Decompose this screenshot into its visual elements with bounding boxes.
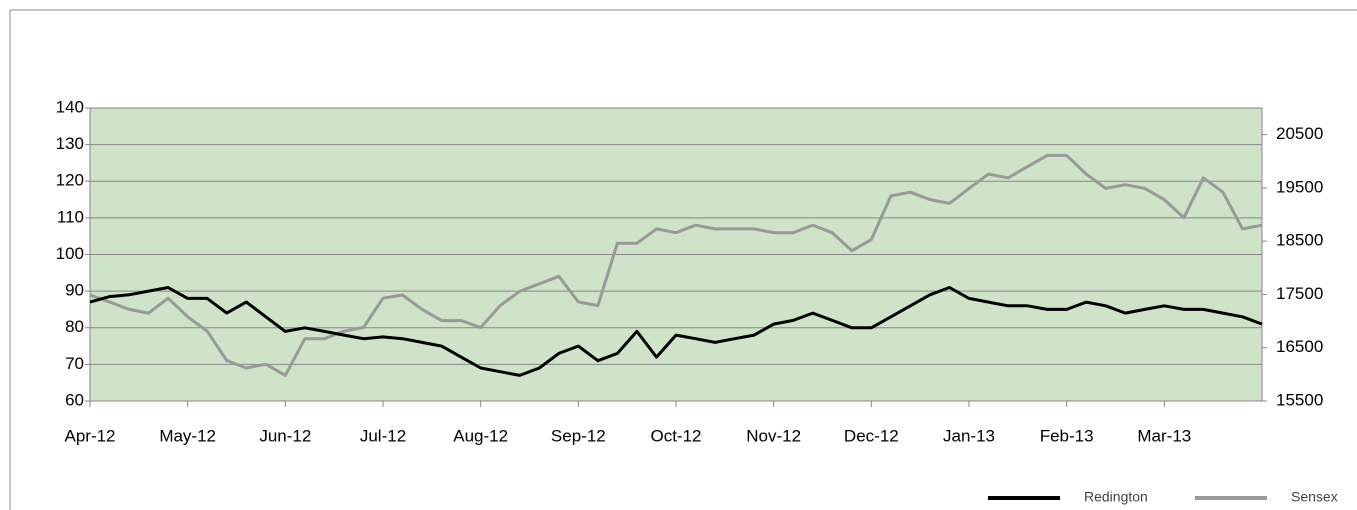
y-tick-label: 140 — [56, 97, 84, 116]
y-tick-label: 110 — [57, 207, 84, 226]
x-tick-label: May-12 — [159, 426, 216, 445]
y-tick-label: 60 — [65, 390, 84, 409]
x-tick-label: Apr-12 — [64, 426, 115, 445]
legend: Redington Sensex — [988, 489, 1338, 505]
y-tick-label: 90 — [65, 281, 84, 300]
y2-tick-label: 15500 — [1276, 390, 1323, 409]
series-line — [89, 153, 1263, 377]
x-tick-label: Jul-12 — [360, 426, 406, 445]
legend-label: Sensex — [1291, 489, 1338, 505]
x-tick-label: Jan-13 — [943, 426, 995, 445]
x-tick-label: Nov-12 — [746, 426, 801, 445]
y-tick-label: 130 — [56, 134, 84, 153]
x-tick-label: Jun-12 — [259, 426, 311, 445]
x-tick-label: Sep-12 — [551, 426, 606, 445]
y-tick-label: 80 — [65, 317, 84, 336]
x-tick-label: Feb-13 — [1040, 426, 1094, 445]
y-tick-label: 100 — [56, 244, 84, 263]
y2-tick-label: 20500 — [1276, 124, 1323, 143]
y2-tick-label: 19500 — [1276, 177, 1323, 196]
y2-tick-label: 18500 — [1276, 231, 1323, 250]
y-tick-label: 70 — [65, 354, 84, 373]
y-tick-label: 120 — [56, 171, 84, 190]
x-tick-label: Mar-13 — [1137, 426, 1191, 445]
legend-label: Redington — [1084, 489, 1148, 505]
x-tick-label: Dec-12 — [844, 426, 899, 445]
x-tick-label: Aug-12 — [453, 426, 508, 445]
y2-tick-label: 17500 — [1276, 284, 1323, 303]
series-line — [89, 286, 1263, 377]
x-tick-label: Oct-12 — [650, 426, 701, 445]
y2-tick-label: 16500 — [1276, 337, 1323, 356]
